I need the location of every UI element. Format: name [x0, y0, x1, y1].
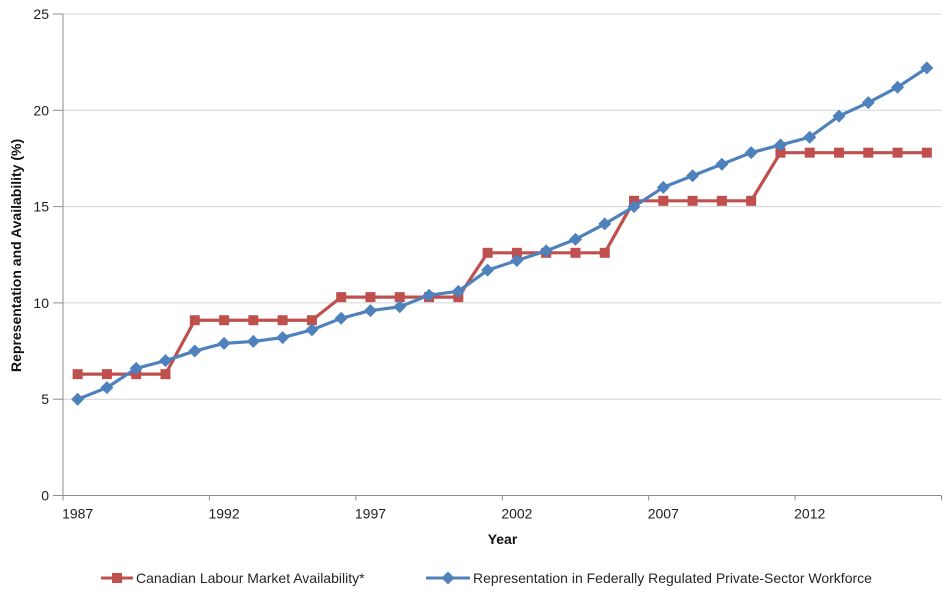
x-axis-title: Year: [487, 531, 518, 547]
x-tick-label: 1992: [208, 506, 239, 522]
data-marker-diamond: [188, 344, 202, 358]
data-marker-diamond: [129, 361, 143, 375]
data-marker-square: [775, 147, 786, 158]
series-line-diamond: [76, 66, 929, 401]
y-tick-label: 15: [33, 199, 49, 215]
x-tick-label: 2002: [501, 506, 532, 522]
y-axis-title: Representation and Availability (%): [8, 138, 24, 372]
data-marker-diamond: [568, 232, 582, 246]
data-marker-square: [921, 147, 932, 158]
data-marker-diamond: [422, 288, 436, 302]
data-marker-square: [599, 247, 610, 258]
data-marker-diamond: [598, 217, 612, 231]
data-marker-square: [72, 369, 83, 380]
data-marker-diamond: [832, 109, 846, 123]
data-marker-diamond: [686, 169, 700, 183]
data-marker-diamond: [803, 130, 817, 144]
data-marker-square: [482, 247, 493, 258]
data-marker-square: [511, 247, 522, 258]
data-marker-diamond: [393, 300, 407, 314]
x-tick-label: 2007: [648, 506, 679, 522]
data-marker-diamond: [71, 392, 85, 406]
data-marker-square: [394, 292, 405, 303]
data-marker-square: [658, 195, 669, 206]
legend-label-representation: Representation in Federally Regulated Pr…: [473, 570, 872, 586]
y-tick-label: 20: [33, 102, 49, 118]
data-marker-square: [892, 147, 903, 158]
data-marker-diamond: [773, 138, 787, 152]
data-marker-square: [687, 195, 698, 206]
data-marker-diamond: [891, 80, 905, 94]
data-marker-square: [746, 195, 757, 206]
y-tick-label: 10: [33, 295, 49, 311]
data-marker-diamond: [100, 381, 114, 395]
data-marker-diamond: [246, 334, 260, 348]
data-marker-square: [219, 315, 230, 326]
data-marker-diamond: [481, 263, 495, 277]
data-marker-square: [277, 315, 288, 326]
data-marker-diamond: [217, 336, 231, 350]
legend-diamond-marker-icon: [426, 571, 470, 585]
y-tick-label: 5: [41, 391, 49, 407]
data-marker-square: [570, 247, 581, 258]
x-tick-label: 1997: [355, 506, 386, 522]
data-marker-diamond: [861, 96, 875, 110]
data-marker-square: [101, 369, 112, 380]
series-line-square: [76, 151, 929, 376]
y-tick-label: 25: [33, 6, 49, 22]
data-marker-square: [804, 147, 815, 158]
legend-label-availability: Canadian Labour Market Availability*: [136, 570, 365, 586]
data-marker-square: [716, 195, 727, 206]
data-marker-diamond: [920, 61, 934, 75]
legend-item-availability: Canadian Labour Market Availability*: [101, 570, 365, 586]
data-marker-square: [336, 292, 347, 303]
legend-square-marker-icon: [101, 573, 133, 583]
data-marker-square: [863, 147, 874, 158]
y-tick-label: 0: [41, 488, 49, 504]
data-marker-square: [160, 369, 171, 380]
data-marker-square: [248, 315, 259, 326]
data-marker-diamond: [744, 146, 758, 160]
legend: Canadian Labour Market Availability* Rep…: [0, 570, 950, 592]
data-marker-diamond: [451, 284, 465, 298]
data-marker-square: [834, 147, 845, 158]
data-marker-square: [306, 315, 317, 326]
x-tick-label: 1987: [62, 506, 93, 522]
data-marker-diamond: [510, 254, 524, 268]
data-marker-diamond: [656, 180, 670, 194]
data-marker-diamond: [539, 244, 553, 258]
data-marker-diamond: [158, 354, 172, 368]
data-marker-diamond: [363, 304, 377, 318]
data-marker-diamond: [334, 311, 348, 325]
data-marker-diamond: [276, 331, 290, 345]
data-marker-square: [365, 292, 376, 303]
legend-item-representation: Representation in Federally Regulated Pr…: [426, 570, 872, 586]
data-marker-diamond: [627, 200, 641, 214]
data-marker-diamond: [305, 323, 319, 337]
data-marker-square: [189, 315, 200, 326]
data-marker-diamond: [715, 157, 729, 171]
x-tick-label: 2012: [794, 506, 825, 522]
